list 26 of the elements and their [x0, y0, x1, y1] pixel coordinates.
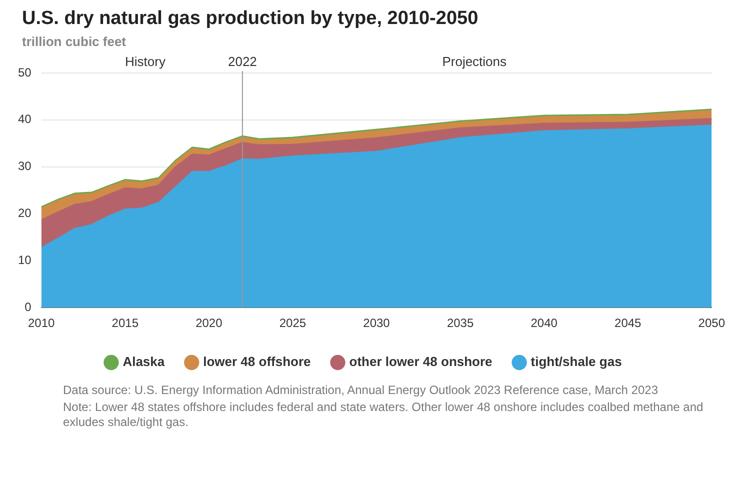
x-tick-label: 2030 — [363, 316, 390, 330]
y-tick-label: 40 — [18, 112, 32, 126]
ref-line-label: 2022 — [228, 54, 257, 70]
x-tick-label: 2025 — [279, 316, 306, 330]
chart-title: U.S. dry natural gas production by type, 2010-2050 — [22, 8, 480, 30]
y-tick-label: 0 — [24, 300, 32, 314]
y-tick-label: 50 — [18, 65, 32, 80]
x-tick-label: 2050 — [698, 316, 726, 330]
x-tick-label: 2010 — [28, 316, 56, 330]
source-note: Data source: U.S. Energy Information Administration, Annual Energy Outlook 2023 Reference case, March 2023 — [63, 383, 659, 398]
text: History — [125, 54, 166, 70]
x-tick-label: 2020 — [196, 316, 223, 330]
legend-label: tight/shale gas — [530, 354, 622, 370]
text: Note: Lower 48 states offshore includes federal and state waters. Other lower 48 onshore includes coalbed methane and exludes shale/tight gas. — [63, 400, 704, 430]
x-tick-label: 2015 — [112, 316, 139, 330]
x-tick-label: 2040 — [530, 316, 558, 330]
legend-label: other lower 48 onshore — [349, 354, 492, 370]
y-tick-label: 30 — [18, 159, 32, 174]
x-tick-label: 2045 — [614, 316, 642, 330]
y-tick-label: 20 — [18, 206, 32, 220]
y-tick-label: 10 — [18, 252, 32, 267]
text: Projections — [442, 54, 508, 70]
legend-label: lower 48 offshore — [203, 354, 311, 370]
legend-label: Alaska — [122, 354, 166, 370]
x-tick-label: 2035 — [446, 316, 474, 330]
chart-subtitle: trillion cubic feet — [22, 34, 128, 49]
